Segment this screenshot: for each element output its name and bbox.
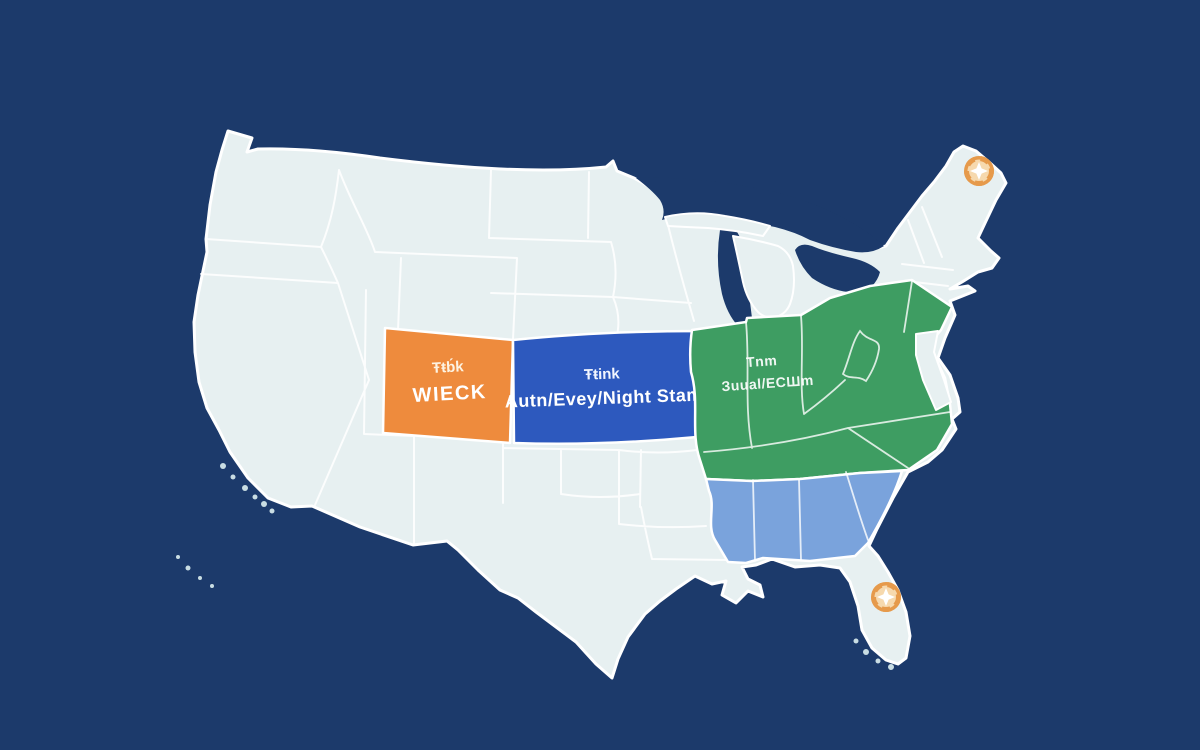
maine-badge[interactable] [964, 156, 994, 186]
florida-keys-dot [888, 664, 894, 670]
ocean-speck-dot [176, 555, 180, 559]
florida-keys-dot [853, 638, 859, 644]
lake-superior-huron [636, 177, 884, 253]
michigan-mitten [732, 235, 795, 319]
green-zone-label-line2: Зuuаl/ECШm [721, 372, 814, 394]
channel-island-dot [252, 494, 258, 500]
lake-erie-ontario [795, 244, 880, 292]
green-zone-state-lines [703, 280, 951, 469]
east-green-zone[interactable]: Tnm Зuuаl/ECШm [688, 278, 954, 483]
ocean-speck-dot [185, 565, 191, 571]
mountain-orange-zone[interactable]: Ŧŧb́k WIECK [381, 326, 515, 445]
state-border-lines [200, 169, 954, 561]
ocean-speck-dot [198, 576, 202, 580]
florida-badge[interactable] [871, 582, 901, 612]
michigan-upper-peninsula [664, 212, 771, 237]
badge-segments [964, 156, 994, 186]
orange-zone-shape[interactable] [381, 326, 515, 445]
orange-zone-label-line2: WIECK [412, 381, 487, 407]
south-light-blue-zone[interactable] [704, 469, 904, 565]
light-blue-zone-state-lines [752, 471, 869, 562]
florida-keys-dot [863, 649, 869, 655]
channel-island-dot [269, 508, 275, 514]
florida-keys-dot [875, 658, 881, 664]
channel-island-dot [242, 485, 248, 491]
channel-island-dot [261, 501, 267, 507]
plains-blue-zone[interactable]: Ŧŧink Autn/Evey/Night Stam [504, 329, 703, 445]
green-zone-label-line1: Tnm [746, 352, 778, 370]
channel-island-dot [230, 474, 236, 480]
channel-island-dot [220, 463, 226, 469]
green-zone-shape[interactable] [688, 278, 954, 483]
badge-star-icon [970, 162, 988, 180]
blue-zone-label-line1: Ŧŧink [584, 365, 621, 383]
island-dots [176, 463, 894, 670]
badge-segments [871, 582, 901, 612]
orange-zone-label-line1: Ŧŧb́k [432, 358, 465, 377]
badge-star-icon [877, 588, 895, 606]
ocean-speck-dot [210, 584, 214, 588]
delmarva-peninsula [915, 330, 952, 411]
